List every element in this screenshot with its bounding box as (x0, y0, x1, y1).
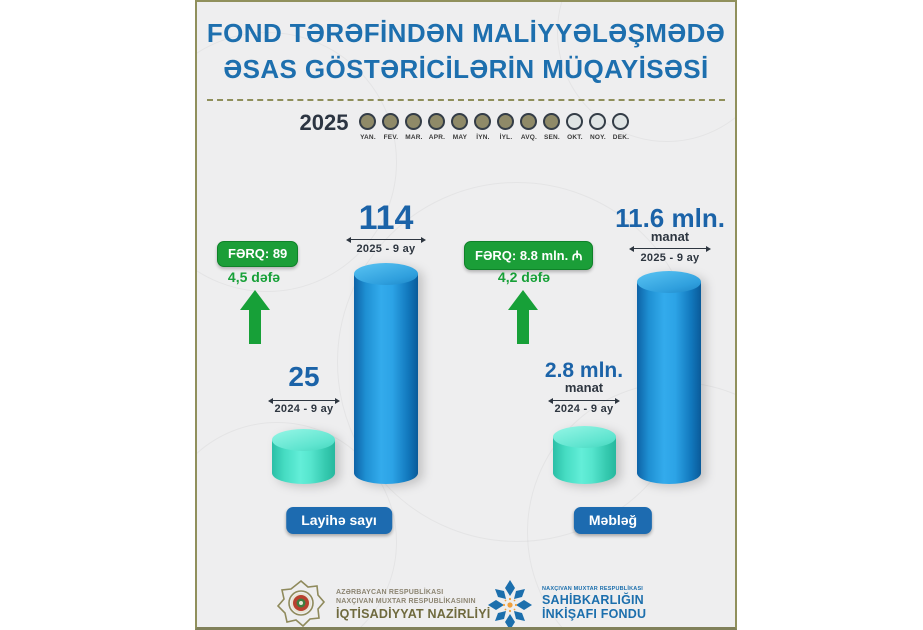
month-item-fev: FEV. (381, 113, 401, 141)
right-unit-2024: manat (564, 380, 604, 395)
left-measure-line-2025 (346, 236, 426, 243)
title-line-2: ƏSAS GÖSTƏRİCİLƏRİN MÜQAYİSƏSİ (223, 54, 709, 84)
month-dot-icon (428, 113, 446, 130)
month-dot-icon (451, 113, 469, 130)
left-value-2024: 25 (288, 361, 320, 392)
left-bar-2024-cylinder (272, 429, 335, 484)
right-value-2024: 2.8 mln. (544, 359, 624, 382)
ministry-text-block: AZƏRBAYCAN RESPUBLİKASI NAXÇIVAN MUXTAR … (336, 589, 490, 621)
month-dot-icon (359, 113, 377, 130)
left-up-arrow-icon (240, 290, 270, 349)
right-value-2025: 11.6 mln. (615, 203, 725, 233)
right-diff-badge: FƏRQ: 8.8 mln. ₼ (464, 241, 594, 270)
month-label: MAR. (405, 134, 423, 141)
month-dot-icon (497, 113, 515, 130)
month-dot-icon (566, 113, 584, 130)
ministry-line-2: NAXÇIVAN MUXTAR RESPUBLİKASININ (336, 597, 476, 605)
month-label: İYL. (499, 134, 513, 141)
month-label: OKT. (567, 134, 583, 141)
month-dot-icon (520, 113, 538, 130)
month-item-iyn: İYN. (473, 113, 493, 141)
infographic-panel: FOND TƏRƏFİNDƏN MALİYYƏLƏŞMƏDƏ ƏSAS GÖST… (195, 0, 737, 630)
month-label: YAN. (360, 134, 376, 141)
left-bar-2025-cylinder (354, 263, 418, 484)
month-dot-icon (543, 113, 561, 130)
fund-line-3: İNKİŞAFI FONDU (542, 607, 647, 621)
month-item-dek: DEK. (611, 113, 631, 141)
left-axis-badge: Layihə sayı (286, 507, 392, 534)
right-axis-badge: Məbləğ (573, 507, 653, 534)
month-label: MAY (452, 134, 468, 141)
right-period-2025: 2025 - 9 ay (640, 252, 700, 264)
month-label: DEK. (612, 134, 630, 141)
month-item-avq: AVQ. (519, 113, 539, 141)
month-item-yan: YAN. (358, 113, 378, 141)
fund-text-block: NAXÇIVAN MUXTAR RESPUBLİKASI SAHİBKARLIĞ… (542, 586, 646, 621)
month-dot-icon (589, 113, 607, 130)
month-label: İYN. (476, 134, 490, 141)
left-multiplier: 4,5 dəfə (227, 269, 281, 285)
month-label: AVQ. (520, 134, 538, 141)
month-item-noy: NOY. (588, 113, 608, 141)
right-measure-line-2025 (629, 245, 711, 252)
ministry-line-3: İQTİSADİYYAT NAZİRLİYİ (336, 607, 491, 621)
right-up-arrow-icon (508, 290, 538, 349)
fund-emblem-icon (485, 578, 535, 627)
right-period-2024: 2024 - 9 ay (554, 403, 614, 415)
month-item-iyl: İYL. (496, 113, 516, 141)
months-timeline: 2025 YAN. FEV. MAR. APR. MAY İYN. İYL. A… (197, 110, 735, 141)
month-label: FEV. (383, 134, 399, 141)
month-item-sen: SEN. (542, 113, 562, 141)
right-unit-2025: manat (650, 229, 690, 244)
month-label: SEN. (543, 134, 560, 141)
right-bar-2025-cylinder (637, 271, 701, 484)
right-bar-2024-cylinder (553, 426, 616, 484)
left-period-2024: 2024 - 9 ay (274, 403, 334, 415)
page-title: FOND TƏRƏFİNDƏN MALİYYƏLƏŞMƏDƏ ƏSAS GÖST… (197, 15, 735, 87)
month-dot-icon (612, 113, 630, 130)
month-dot-icon (474, 113, 492, 130)
ministry-line-1: AZƏRBAYCAN RESPUBLİKASI (336, 589, 444, 596)
month-label: NOY. (589, 134, 606, 141)
month-dot-icon (405, 113, 423, 130)
left-measure-line-2024 (268, 397, 340, 404)
right-measure-line-2024 (548, 397, 620, 404)
month-dot-icon (382, 113, 400, 130)
month-item-apr: APR. (427, 113, 447, 141)
left-diff-badge: FƏRQ: 89 (217, 241, 299, 267)
dashed-divider (207, 99, 725, 101)
fund-line-1: NAXÇIVAN MUXTAR RESPUBLİKASI (542, 586, 644, 592)
left-period-2025: 2025 - 9 ay (356, 243, 416, 255)
right-multiplier: 4,2 dəfə (497, 269, 551, 285)
month-item-okt: OKT. (565, 113, 585, 141)
month-item-mar: MAR. (404, 113, 424, 141)
fund-line-2: SAHİBKARLIĞIN (542, 593, 644, 607)
left-value-2025: 114 (358, 199, 414, 237)
title-line-1: FOND TƏRƏFİNDƏN MALİYYƏLƏŞMƏDƏ (206, 18, 726, 48)
month-label: APR. (428, 134, 446, 141)
year-label: 2025 (299, 110, 349, 135)
ministry-emblem-icon (276, 578, 326, 627)
month-item-may: MAY (450, 113, 470, 141)
